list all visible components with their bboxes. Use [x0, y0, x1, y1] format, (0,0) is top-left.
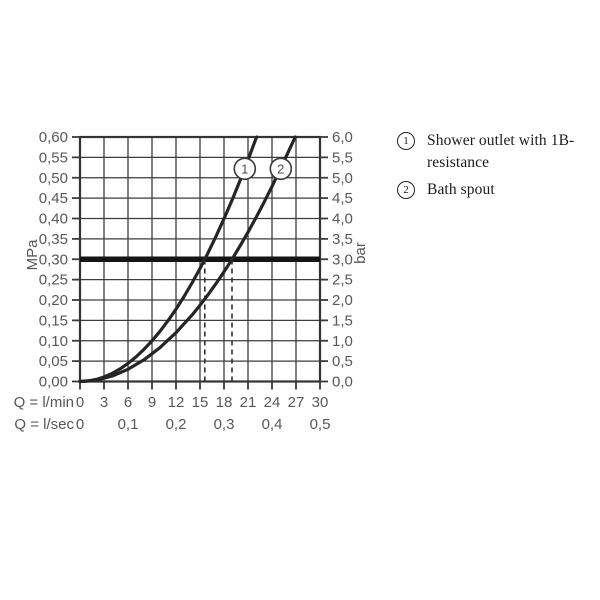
svg-text:0,30: 0,30 — [39, 251, 68, 268]
curve-2 — [78, 135, 297, 384]
svg-text:0,0: 0,0 — [332, 374, 353, 391]
svg-text:0,25: 0,25 — [39, 272, 68, 289]
marker-number-1: 1 — [241, 161, 248, 176]
svg-text:3: 3 — [100, 394, 108, 411]
chart-legend: 1 Shower outlet with 1B-resistance 2 Bat… — [397, 130, 574, 201]
svg-text:15: 15 — [192, 394, 209, 411]
svg-text:0,35: 0,35 — [39, 231, 68, 248]
svg-text:2,0: 2,0 — [332, 292, 353, 309]
series-curves — [78, 135, 297, 384]
svg-text:0,5: 0,5 — [310, 416, 331, 433]
svg-text:0,10: 0,10 — [39, 333, 68, 350]
curve-1 — [78, 135, 259, 384]
legend-line: Bath spout — [427, 181, 495, 198]
y-axis-right-unit: bar — [352, 242, 369, 264]
svg-text:0,2: 0,2 — [166, 416, 187, 433]
legend-line: Shower outlet with 1B- — [427, 132, 575, 149]
svg-text:6,0: 6,0 — [332, 129, 353, 146]
svg-text:9: 9 — [148, 394, 156, 411]
y-axis-right-labels: 0,0 0,5 1,0 1,5 2,0 2,5 3,0 3,5 4,0 4,5 5,0 5,5 6,0 b… — [332, 129, 369, 391]
svg-text:0,15: 0,15 — [39, 312, 68, 329]
svg-text:18: 18 — [216, 394, 233, 411]
svg-text:0,00: 0,00 — [39, 374, 68, 391]
svg-text:0,20: 0,20 — [39, 292, 68, 309]
svg-text:1,5: 1,5 — [332, 312, 353, 329]
svg-text:0,1: 0,1 — [118, 416, 139, 433]
svg-text:0,50: 0,50 — [39, 170, 68, 187]
y-axis-left-labels: 0,00 0,05 0,10 0,15 0,20 0,25 0,30 0,35 0,40 0,45… — [24, 129, 68, 391]
legend-label-bath-spout: Bath spout — [427, 179, 495, 201]
svg-text:3,0: 3,0 — [332, 251, 353, 268]
svg-text:1,0: 1,0 — [332, 333, 353, 350]
svg-text:0,45: 0,45 — [39, 190, 68, 207]
legend-label-shower-outlet: Shower outlet with 1B-resistance — [427, 130, 574, 174]
svg-text:0,55: 0,55 — [39, 149, 68, 166]
svg-text:6: 6 — [124, 394, 132, 411]
svg-text:4,0: 4,0 — [332, 211, 353, 228]
svg-text:5,5: 5,5 — [332, 149, 353, 166]
x-axis-lmin-labels: Q = l/min 0 3 6 9 12 15 18 21 24 27 30 — [14, 394, 329, 411]
x-axis-lsec-unit: Q = l/sec — [14, 416, 74, 433]
legend-line: resistance — [427, 154, 490, 171]
svg-text:5,0: 5,0 — [332, 170, 353, 187]
svg-text:0,40: 0,40 — [39, 211, 68, 228]
marker-number-2: 2 — [277, 161, 284, 176]
legend-marker-1-icon: 1 — [397, 132, 415, 150]
svg-text:0,60: 0,60 — [39, 129, 68, 146]
svg-text:2,5: 2,5 — [332, 272, 353, 289]
svg-text:0,5: 0,5 — [332, 353, 353, 370]
svg-text:12: 12 — [168, 394, 185, 411]
legend-item-bath-spout: 2 Bath spout — [397, 179, 574, 201]
svg-text:24: 24 — [264, 394, 281, 411]
svg-text:0: 0 — [76, 394, 84, 411]
marker-circle-2 — [269, 157, 293, 181]
svg-text:27: 27 — [288, 394, 305, 411]
svg-text:4,5: 4,5 — [332, 190, 353, 207]
legend-item-shower-outlet: 1 Shower outlet with 1B-resistance — [397, 130, 574, 174]
y-axis-left-unit: MPa — [24, 239, 41, 271]
svg-text:0: 0 — [76, 416, 84, 433]
svg-text:0,05: 0,05 — [39, 353, 68, 370]
dashed-guides — [204, 259, 233, 382]
svg-text:30: 30 — [312, 394, 329, 411]
svg-text:21: 21 — [240, 394, 257, 411]
svg-text:3,5: 3,5 — [332, 231, 353, 248]
marker-circle-1 — [233, 157, 257, 181]
axis-ticks — [72, 136, 328, 390]
x-axis-lmin-unit: Q = l/min — [14, 394, 74, 411]
legend-marker-2-icon: 2 — [397, 181, 415, 199]
svg-text:0,4: 0,4 — [262, 416, 283, 433]
x-axis-lsec-labels: Q = l/sec 0 0,1 0,2 0,3 0,4 0,5 — [14, 416, 330, 433]
svg-text:0,3: 0,3 — [214, 416, 235, 433]
